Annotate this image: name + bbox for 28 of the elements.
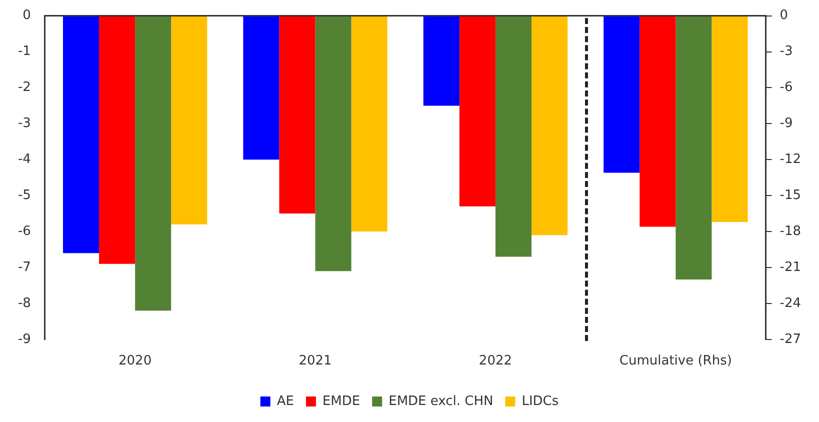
- y2-tick-label: -12: [780, 152, 801, 167]
- y2-tick-label: -3: [780, 44, 793, 60]
- y2-tick-label: 0: [780, 8, 788, 24]
- legend-label: EMDE: [322, 394, 360, 409]
- x-tick-label: 2020: [118, 354, 152, 369]
- y2-tick-label: -24: [780, 296, 801, 311]
- y-tick-label: -4: [18, 152, 31, 167]
- y-tick-label: -7: [18, 260, 31, 275]
- y-tick-label: -5: [18, 188, 31, 203]
- y2-tick-label: -18: [780, 224, 801, 239]
- y-tick-label: -9: [18, 332, 31, 347]
- legend-label: EMDE excl. CHN: [388, 394, 494, 409]
- y-tick-label: -8: [18, 296, 31, 311]
- x-tick-label: Cumulative (Rhs): [619, 354, 732, 369]
- y2-tick-label: -15: [780, 188, 801, 203]
- y-tick-label: 0: [22, 8, 31, 24]
- y-tick-label: -1: [18, 44, 31, 60]
- y-tick-label: -2: [18, 80, 31, 96]
- y2-tick-label: -9: [780, 116, 793, 132]
- y-tick-label: -3: [18, 116, 31, 132]
- y-tick-label: -6: [18, 224, 31, 239]
- y2-tick-label: -27: [780, 332, 801, 347]
- legend-label: LIDCs: [522, 394, 559, 409]
- y2-tick-label: -6: [780, 80, 793, 96]
- y2-tick-label: -21: [780, 260, 801, 275]
- legend-label: AE: [276, 394, 294, 409]
- x-tick-label: 2022: [478, 354, 512, 369]
- x-tick-label: 2021: [298, 354, 332, 369]
